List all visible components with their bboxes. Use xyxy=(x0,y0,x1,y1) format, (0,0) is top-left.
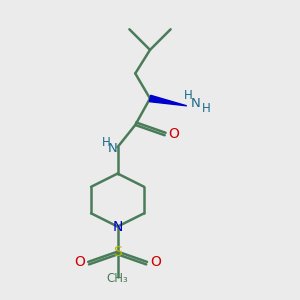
Polygon shape xyxy=(149,95,187,106)
Text: H: H xyxy=(184,89,193,102)
Text: S: S xyxy=(113,244,122,259)
Text: N: N xyxy=(107,142,117,155)
Text: CH₃: CH₃ xyxy=(107,272,128,285)
Text: H: H xyxy=(202,102,210,115)
Text: O: O xyxy=(150,255,161,269)
Text: O: O xyxy=(74,255,86,269)
Text: N: N xyxy=(112,220,123,234)
Text: N: N xyxy=(191,97,200,110)
Text: H: H xyxy=(102,136,111,149)
Text: O: O xyxy=(168,127,179,141)
